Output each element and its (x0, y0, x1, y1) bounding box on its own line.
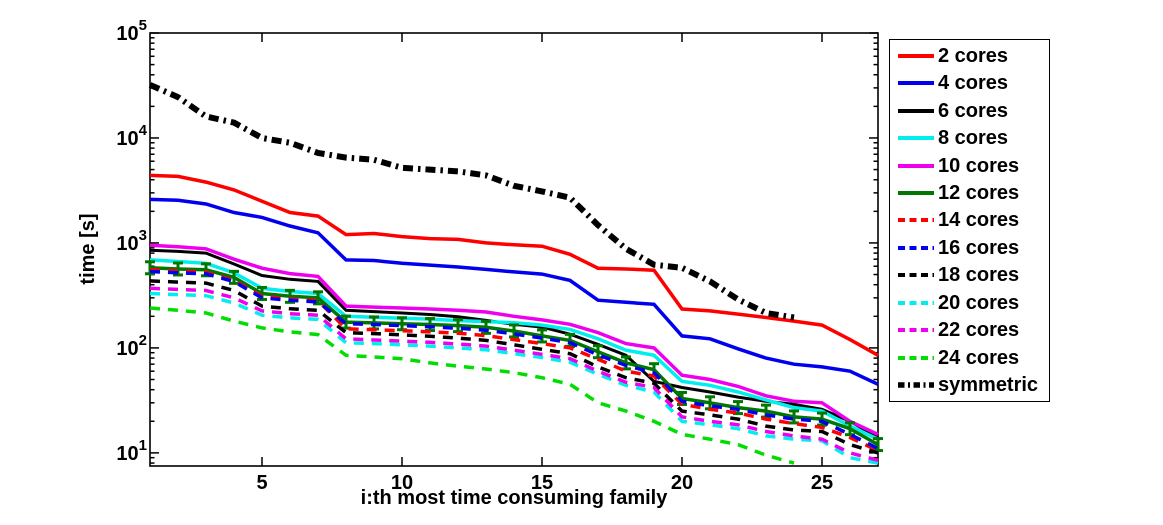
legend-item-10-cores: 10 cores (890, 153, 1049, 179)
series-line-6-cores (149, 248, 879, 439)
legend-item-label: 2 cores (938, 44, 1009, 67)
legend-item-22-cores: 22 cores (890, 317, 1049, 343)
y-tick-label: 104 (116, 122, 147, 150)
legend-line-sample-solid (898, 108, 934, 113)
legend-item-18-cores: 18 cores (890, 262, 1049, 288)
legend-item-6-cores: 6 cores (890, 98, 1049, 124)
x-tick-label: 5 (256, 472, 267, 494)
legend-item-label: 14 cores (938, 209, 1020, 232)
legend-item-24-cores: 24 cores (890, 345, 1049, 371)
legend-line-sample-dashed (898, 273, 934, 278)
series-line-22-cores (149, 286, 879, 462)
series-line-8-cores (149, 258, 879, 441)
legend: 2 cores 4 cores 6 cores 8 cores 10 cores 12 c… (889, 39, 1050, 402)
y-tick-label: 101 (116, 437, 147, 465)
legend-item-label: 4 cores (938, 72, 1009, 95)
series-line-4-cores (149, 197, 879, 386)
x-axis-label: i:th most time consuming family (360, 487, 668, 509)
legend-item-label: 20 cores (938, 291, 1020, 314)
legend-line-sample-solid (898, 53, 934, 58)
x-tick-label: 25 (811, 472, 833, 494)
legend-item-label: 16 cores (938, 236, 1020, 259)
legend-item-16-cores: 16 cores (890, 235, 1049, 261)
legend-item-2-cores: 2 cores (890, 43, 1049, 69)
y-axis-label: time [s] (77, 213, 99, 285)
x-tick-label: 10 (391, 472, 413, 494)
legend-item-20-cores: 20 cores (890, 290, 1049, 316)
legend-item-4-cores: 4 cores (890, 70, 1049, 96)
tick-labels: 101 102 103 104 105 5 10 15 20 25 (116, 17, 833, 494)
series-line-symmetric (148, 82, 795, 321)
legend-item-8-cores: 8 cores (890, 125, 1049, 151)
legend-line-sample-dashed (898, 245, 934, 250)
legend-line-sample-solid (898, 163, 934, 168)
x-tick-label: 15 (531, 472, 553, 494)
legend-item-label: 22 cores (938, 319, 1020, 342)
legend-line-sample-solid (898, 81, 934, 86)
y-tick-label: 105 (116, 17, 147, 45)
legend-item-14-cores: 14 cores (890, 207, 1049, 233)
legend-line-sample-solid (898, 190, 934, 195)
y-tick-label: 102 (116, 332, 147, 360)
y-tick-label: 103 (116, 227, 147, 255)
series-line-2-cores (149, 173, 879, 357)
legend-item-label: 10 cores (938, 154, 1020, 177)
legend-item-label: 8 cores (938, 127, 1009, 150)
legend-line-sample-dashed (898, 328, 934, 333)
legend-item-12-cores: 12 cores (890, 180, 1049, 206)
series-line-18-cores (149, 279, 879, 455)
x-tick-label: 20 (671, 472, 693, 494)
legend-line-sample-solid (898, 136, 934, 141)
legend-item-symmetric: symmetric (890, 372, 1049, 398)
legend-line-sample-dashed (898, 300, 934, 305)
legend-item-label: 12 cores (938, 181, 1020, 204)
series-line-24-cores (149, 306, 795, 465)
series-line-10-cores (149, 243, 879, 436)
legend-line-sample-dashed (898, 218, 934, 223)
series-line-16-cores (149, 269, 879, 451)
legend-line-sample-dashed (898, 355, 934, 360)
legend-item-label: 18 cores (938, 264, 1020, 287)
plot-frame (149, 32, 879, 467)
series-line-20-cores (149, 291, 879, 465)
series-line-12-cores (149, 266, 879, 447)
legend-line-sample-dashdot (898, 382, 934, 388)
legend-item-label: 6 cores (938, 99, 1009, 122)
legend-item-label: 24 cores (938, 346, 1020, 369)
legend-item-label: symmetric (938, 374, 1039, 397)
